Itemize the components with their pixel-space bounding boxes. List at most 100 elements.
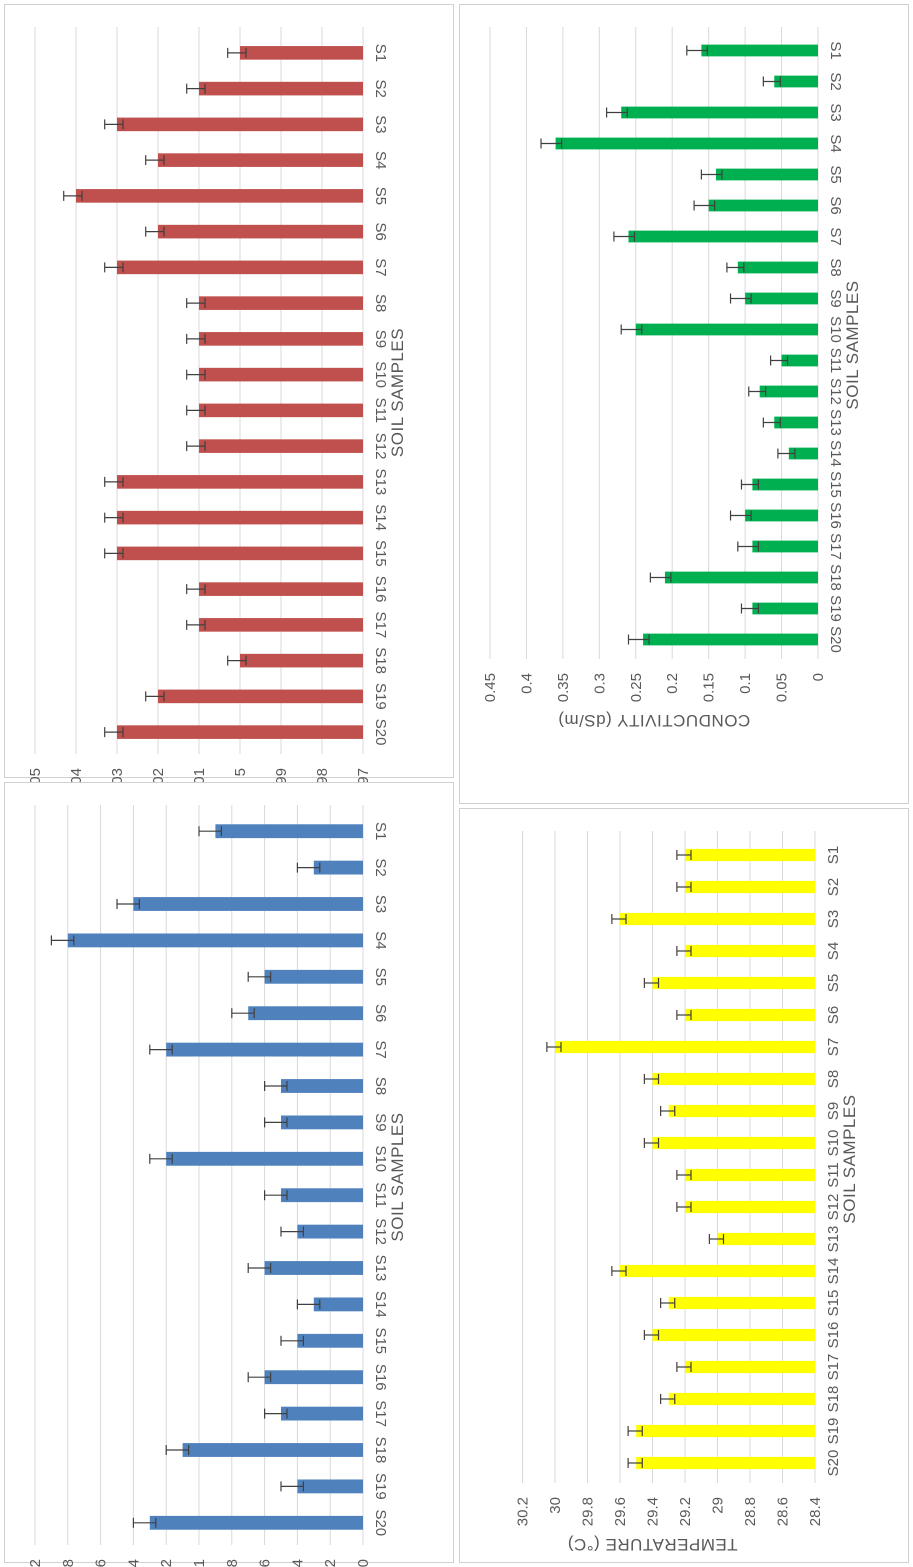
bar-s2 xyxy=(199,81,363,96)
error-bar-s6 xyxy=(693,200,716,211)
category-label: S6 xyxy=(372,222,389,240)
conductivity-chart-panel: 0 0.05 0.1 0.15 0.2 0.25 0.3 0.35 0.4 0.45 S1 S2 S3 S… xyxy=(459,4,909,804)
error-bar-s11 xyxy=(264,1190,288,1201)
bar-s14 xyxy=(313,1297,363,1312)
bar-s20 xyxy=(643,633,818,646)
value-tick-label: 30.2 xyxy=(515,1497,532,1526)
bars xyxy=(50,824,364,1530)
bar-s17 xyxy=(752,540,818,553)
category-label: S12 xyxy=(372,1218,389,1245)
category-label: S7 xyxy=(372,1040,389,1058)
bar-s16 xyxy=(264,1370,363,1385)
category-label: S13 xyxy=(372,1255,389,1282)
error-bar-s9 xyxy=(729,293,752,304)
category-label: S14 xyxy=(827,440,844,467)
category-label: S11 xyxy=(825,1162,842,1188)
category-label: S12 xyxy=(825,1194,842,1221)
error-bar-s7 xyxy=(149,1044,173,1055)
value-tick-label: 0.35 xyxy=(555,673,572,702)
bar-s18 xyxy=(182,1443,363,1457)
category-label: S16 xyxy=(372,1364,389,1391)
error-bar-s9 xyxy=(264,1117,288,1128)
error-bar-s11 xyxy=(186,405,206,416)
value-tick-labels: 0 0.05 0.1 0.15 0.2 0.25 0.3 0.35 0.4 0.45 xyxy=(482,673,827,702)
category-label: S14 xyxy=(372,1291,389,1318)
bar-s10 xyxy=(635,323,818,336)
error-bar-s12 xyxy=(676,1202,692,1212)
category-label: S1 xyxy=(372,44,389,62)
error-bar-s18 xyxy=(227,655,247,666)
y-axis-title: TEMPERATURE (°C) xyxy=(567,1535,737,1554)
category-label: S3 xyxy=(372,895,389,913)
weights-chart: 4.974.984.9955.015.025.035.045.05S1S2S3S… xyxy=(27,27,407,825)
category-label: S18 xyxy=(372,647,389,674)
category-label: S16 xyxy=(372,576,389,603)
gridlines xyxy=(34,27,364,754)
bar-s19 xyxy=(297,1479,363,1494)
bar-s10 xyxy=(652,1136,815,1150)
category-label: S1 xyxy=(827,41,844,59)
bar-s13 xyxy=(774,416,818,429)
category-label: S2 xyxy=(372,79,389,97)
value-tick-label: 28.4 xyxy=(807,1497,824,1526)
category-label: S6 xyxy=(825,1006,842,1024)
bar-s7 xyxy=(555,1040,815,1054)
x-axis-title: SOIL SAMPLES xyxy=(388,1112,407,1241)
bar-s14 xyxy=(788,447,818,460)
category-label: S7 xyxy=(827,227,844,245)
bar-s1 xyxy=(215,824,363,839)
error-bar-s6 xyxy=(676,1010,692,1020)
bar-s17 xyxy=(281,1406,363,1421)
category-label: S3 xyxy=(825,910,842,928)
category-label: S13 xyxy=(372,469,389,496)
category-label: S19 xyxy=(825,1418,842,1445)
bar-s3 xyxy=(133,897,363,911)
value-tick-label: 0.1 xyxy=(737,673,754,694)
value-tick-label: 29.8 xyxy=(580,1497,597,1526)
error-bar-s8 xyxy=(264,1081,288,1091)
bar-s5 xyxy=(652,976,815,990)
error-bar-s4 xyxy=(145,155,165,166)
category-label: S17 xyxy=(372,1400,389,1427)
category-labels: S1 S2 S3 S4 S5 S6 S7 S8 S9 S10 S11 S12 S13 S14 S15 S16 S… xyxy=(372,44,389,746)
bar-s4 xyxy=(158,153,363,167)
bar-s13 xyxy=(117,475,363,489)
bars xyxy=(63,46,363,739)
bar-s18 xyxy=(240,653,363,668)
error-bar-s10 xyxy=(620,324,643,335)
error-bar-s10 xyxy=(186,369,206,380)
bar-s8 xyxy=(281,1079,363,1093)
value-tick-label: 0.04 xyxy=(289,1559,306,1567)
error-bar-s6 xyxy=(145,226,165,237)
category-label: S18 xyxy=(827,564,844,591)
category-label: S11 xyxy=(372,398,389,424)
category-label: S10 xyxy=(825,1130,842,1157)
bar-s2 xyxy=(774,75,818,88)
gridlines xyxy=(489,27,819,659)
error-bar-s2 xyxy=(762,76,781,87)
category-label: S13 xyxy=(827,409,844,436)
x-axis-title: SOIL SAMPLES xyxy=(843,280,862,409)
error-bar-s5 xyxy=(643,978,660,988)
category-label: S8 xyxy=(372,1077,389,1095)
error-bar-s14 xyxy=(777,448,796,459)
salinity-chart: 0 0.02 0.04 0.06 0.08 0.1 0.12 0.14 0.16 0.18 0.2 S… xyxy=(27,805,407,1567)
error-bar-s13 xyxy=(104,476,124,487)
error-bar-s18 xyxy=(649,572,672,583)
error-bar-s10 xyxy=(149,1153,173,1164)
error-bar-s8 xyxy=(643,1074,660,1084)
category-label: S5 xyxy=(372,968,389,986)
category-label: S2 xyxy=(372,858,389,876)
error-bar-s16 xyxy=(643,1330,660,1340)
bar-s3 xyxy=(621,106,818,119)
bar-s7 xyxy=(628,230,818,243)
error-bar-s20 xyxy=(627,634,650,645)
conductivity-chart: 00.050.10.150.20.250.30.350.40.45S1S2S3S… xyxy=(482,27,862,730)
error-bar-s4 xyxy=(676,946,692,956)
category-label: S20 xyxy=(825,1450,842,1477)
value-tick-label: 29.6 xyxy=(612,1497,629,1526)
bar-s9 xyxy=(281,1115,363,1130)
error-bar-s2 xyxy=(296,862,321,873)
category-label: S17 xyxy=(372,612,389,639)
bar-s16 xyxy=(652,1328,815,1342)
